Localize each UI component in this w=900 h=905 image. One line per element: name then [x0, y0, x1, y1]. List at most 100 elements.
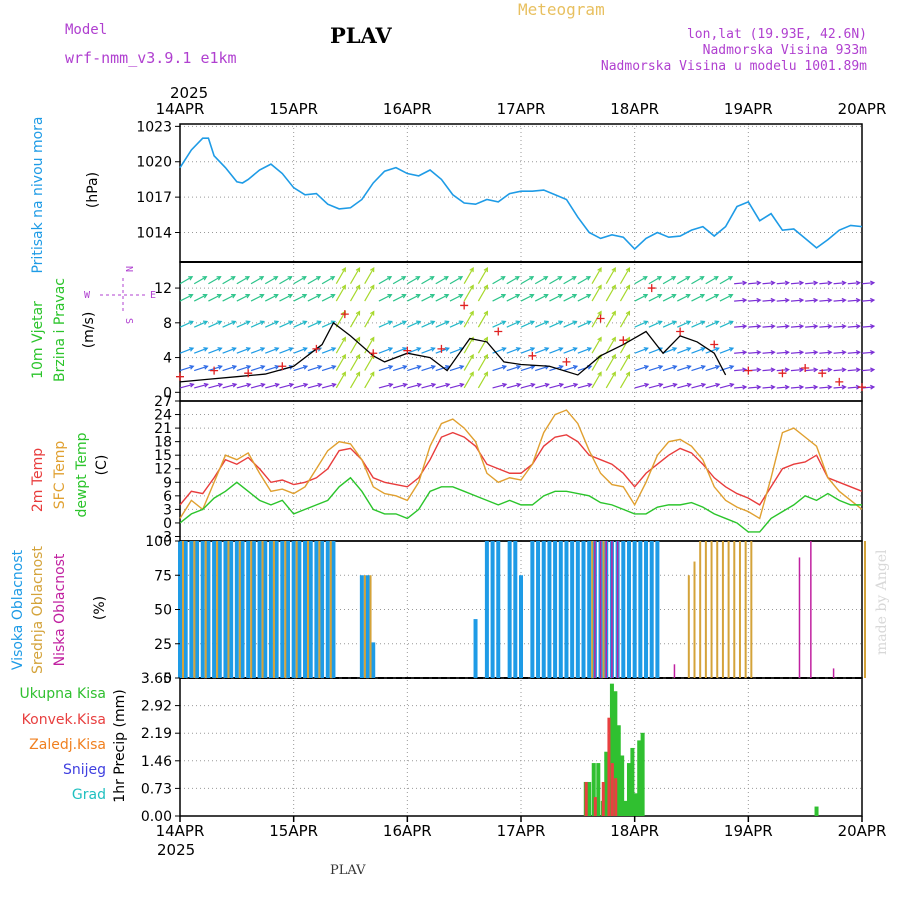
wind-arrow — [705, 383, 720, 389]
wind-arrow — [577, 365, 592, 372]
low-cloud-bar — [798, 557, 801, 678]
wind-arrow-head — [686, 364, 692, 370]
wind-arrow-head — [827, 323, 833, 329]
wind-arrow — [492, 347, 506, 354]
wind-arrow — [677, 320, 691, 328]
time-label-top: 14APR — [156, 100, 205, 118]
wind-arrow-head — [515, 320, 521, 326]
wind-arrow — [619, 337, 630, 354]
wind-arrow — [236, 383, 251, 389]
wind-arrow-head — [728, 320, 734, 326]
wind-arrow-head — [516, 382, 522, 388]
wind-arrow — [648, 294, 662, 302]
mid-cloud-bar — [204, 541, 207, 678]
wind-arrow-head — [756, 297, 762, 303]
wind-arrow — [634, 383, 649, 389]
wind-arrow-head — [230, 276, 236, 281]
mid-cloud-bar — [738, 541, 741, 678]
wind-arrow-head — [430, 294, 436, 299]
high-cloud-bar — [314, 541, 319, 678]
wind-arrow — [208, 365, 222, 372]
mid-cloud-bar — [369, 575, 372, 678]
wind-arrow — [705, 365, 720, 372]
wind-arrow-head — [586, 320, 592, 326]
wind-arrow — [293, 365, 308, 372]
wind-arrow — [790, 351, 803, 354]
wind-arrow-head — [714, 347, 720, 352]
wind-arrow-head — [597, 336, 602, 342]
wind-arrow — [520, 347, 535, 354]
wind-arrow-head — [686, 347, 692, 352]
wind-arrow — [790, 325, 803, 328]
wind-arrow — [463, 372, 474, 389]
mid-cloud-bar — [307, 541, 310, 678]
wind-arrow-head — [827, 280, 833, 286]
wind-arrow-head — [715, 382, 721, 388]
wind-arrow — [335, 337, 346, 354]
pressure-ytick-label: 1017 — [136, 190, 172, 206]
wind-arrow-head — [516, 364, 522, 370]
wind-arrow-head — [855, 297, 861, 303]
wind-arrow-head — [742, 350, 748, 355]
wind-arrow-head — [529, 276, 535, 281]
pressure-unit: (hPa) — [85, 172, 101, 208]
high-cloud-bar — [371, 642, 376, 678]
wind-arrow — [563, 347, 577, 354]
wind-arrow-head — [813, 280, 819, 286]
low-cloud-bar — [594, 541, 596, 678]
high-cloud-bar — [575, 541, 580, 678]
precip-ytick-label: 0.00 — [141, 809, 172, 825]
wind-arrow-head — [501, 347, 507, 352]
conv-precip-bar — [607, 717, 611, 816]
wind-arrow — [549, 276, 562, 285]
wind-arrow — [265, 347, 279, 354]
time-label-bottom: 14APR — [156, 822, 205, 840]
high-cloud-bar — [280, 541, 285, 678]
wind-arrow — [762, 368, 775, 372]
mid-cloud-bar — [721, 541, 724, 678]
wind-arrow — [520, 294, 534, 302]
wind-arrow — [563, 365, 578, 372]
wind-arrow-head — [401, 320, 408, 326]
wind-arrow — [407, 276, 420, 285]
pressure-ytick-label: 1014 — [136, 226, 172, 242]
high-cloud-bar — [558, 541, 563, 678]
wind-arrow — [321, 276, 335, 285]
wind-arrow — [748, 325, 761, 328]
mid-cloud-bar — [693, 561, 696, 678]
wind-arrow — [179, 294, 193, 302]
wind-arrow-head — [483, 310, 489, 316]
wind-arrow-head — [770, 384, 776, 390]
wind-arrow — [477, 311, 488, 328]
wind-arrow-head — [585, 276, 592, 281]
wind-arrow — [691, 294, 705, 302]
wind-arrow — [477, 267, 488, 285]
high-cloud-bar — [626, 541, 631, 678]
wind-arrow-head — [288, 382, 295, 388]
wind-arrow-head — [469, 310, 474, 316]
wind-arrow-head — [742, 367, 748, 373]
wind-arrow — [734, 282, 747, 285]
wind-arrow-head — [430, 347, 436, 352]
wind-arrow-head — [770, 367, 776, 373]
wind-arrow — [293, 383, 308, 389]
wind-arrow — [719, 294, 733, 302]
wind-arrow-head — [431, 382, 437, 388]
gust-marker — [528, 351, 537, 360]
wind-ytick-label: 8 — [163, 316, 172, 332]
wind-arrow — [549, 294, 563, 302]
wind-arrow-head — [813, 350, 819, 355]
wind-arrow — [321, 294, 335, 302]
wind-arrow — [819, 299, 832, 302]
mid-cloud-bar — [363, 575, 366, 678]
wind-arrow-head — [203, 347, 209, 352]
wind-arrow-head — [216, 294, 223, 299]
wind-arrow — [193, 347, 208, 354]
total-precip-bar — [633, 793, 638, 816]
mid-cloud-bar — [864, 541, 866, 678]
high-cloud-bar — [365, 575, 370, 678]
wind-arrow-head — [572, 364, 579, 370]
wind-arrow-head — [644, 382, 650, 388]
wind-arrow — [534, 347, 549, 354]
